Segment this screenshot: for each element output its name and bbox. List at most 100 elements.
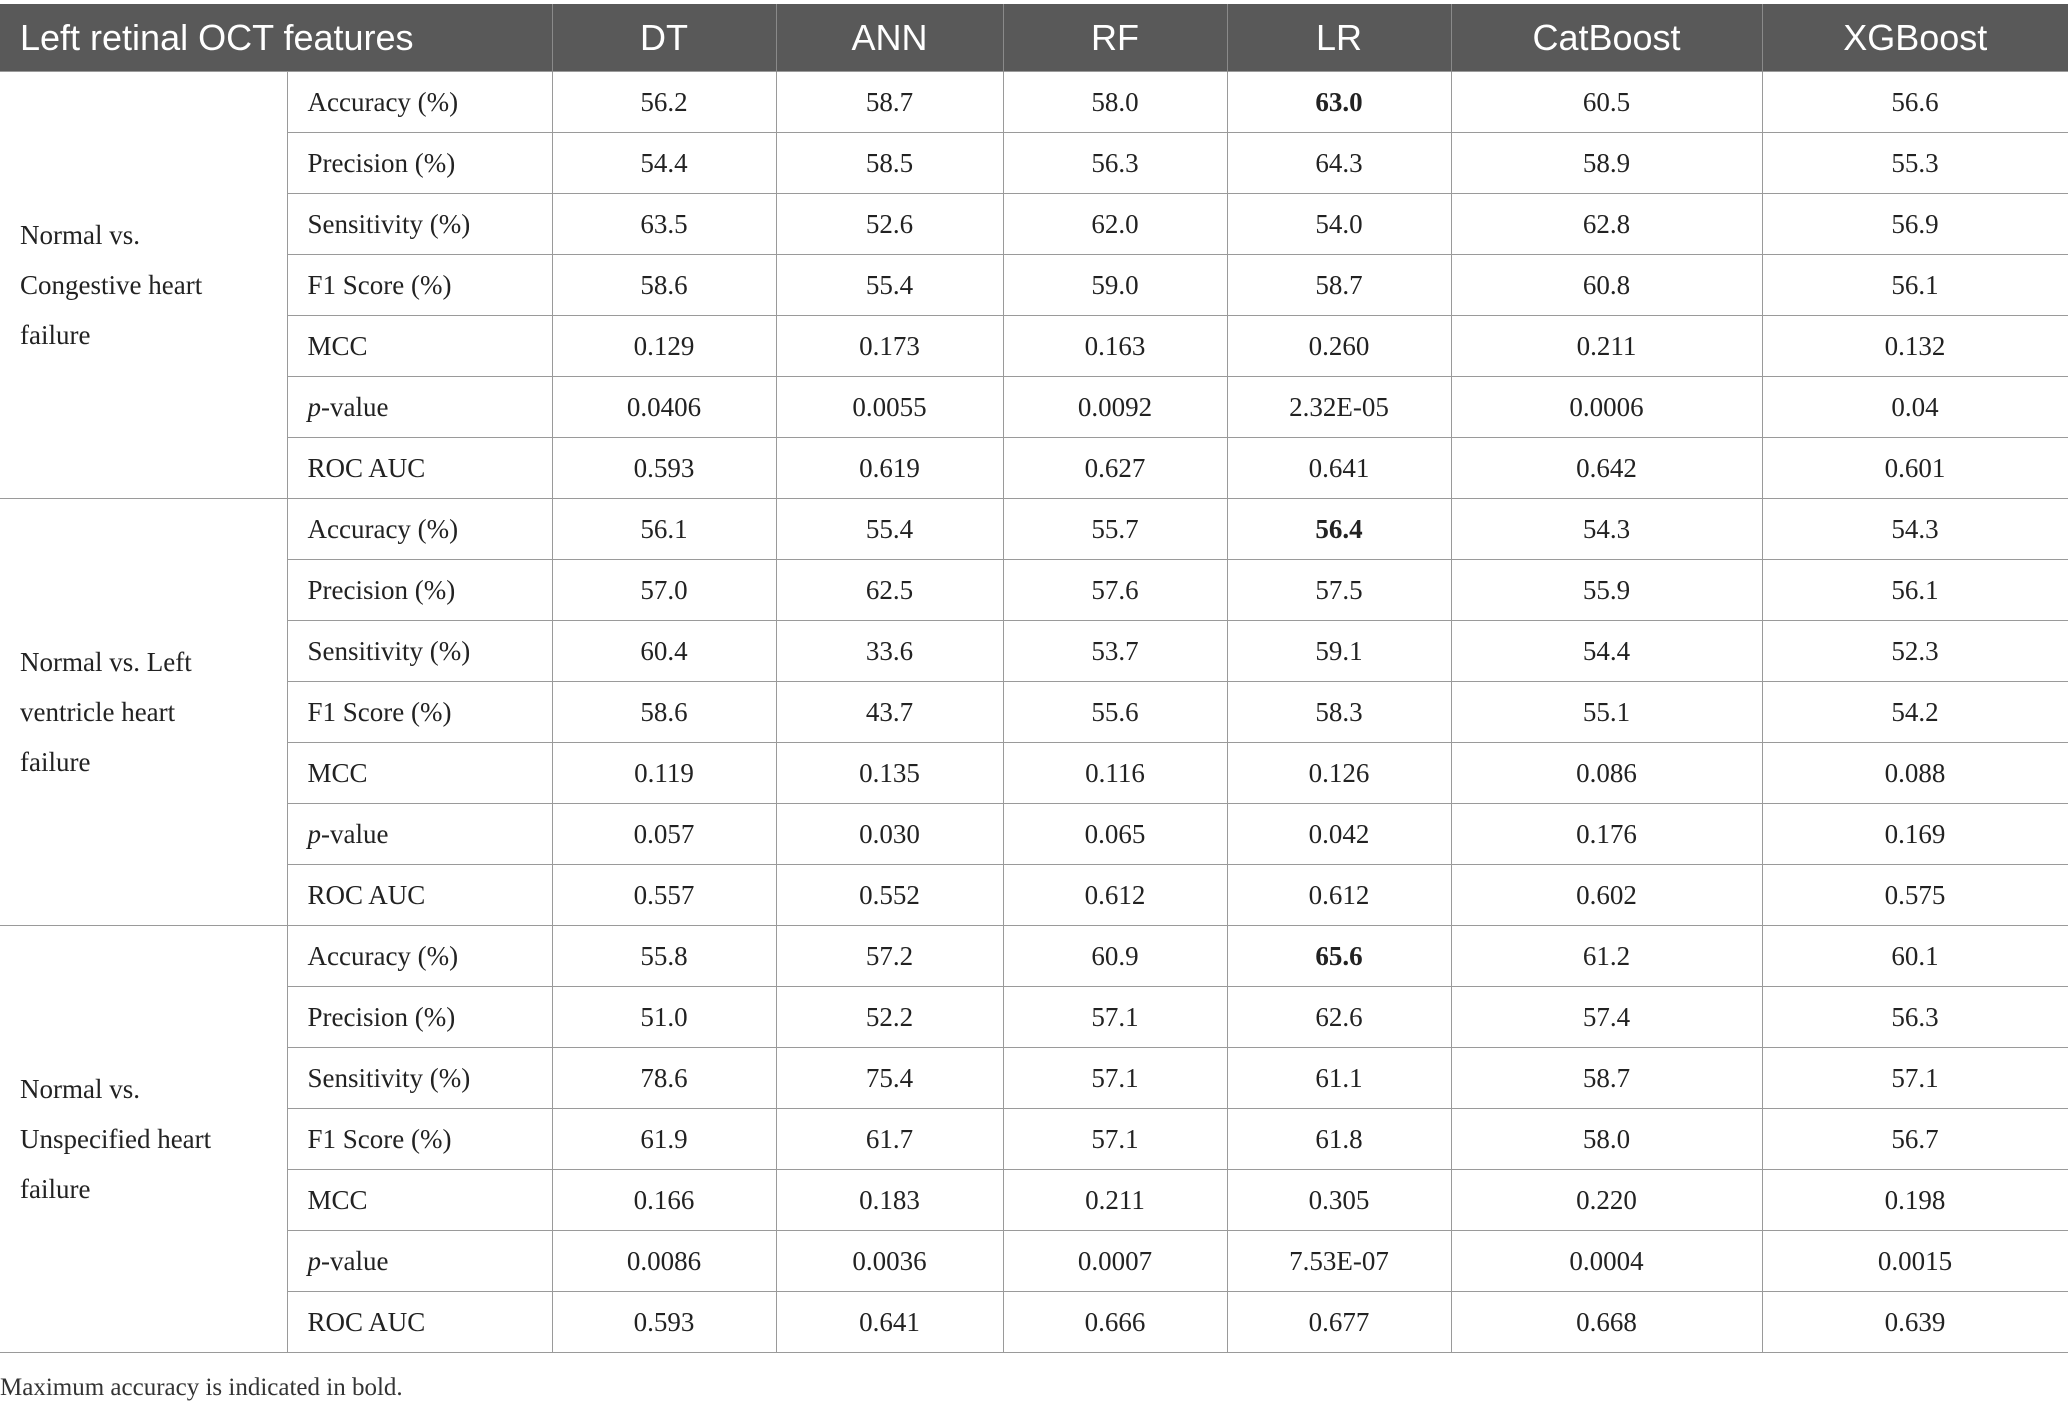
value-cell: 0.211 — [1450, 315, 1763, 377]
group-label-line: Normal vs. — [20, 1074, 140, 1104]
value-cell: 0.183 — [775, 1169, 1004, 1231]
value-cell: 57.1 — [1002, 1047, 1228, 1109]
table-row: MCC 0.166 0.183 0.211 0.305 0.220 0.198 — [0, 1169, 2068, 1231]
value-cell: 58.7 — [775, 71, 1004, 133]
value-cell: 0.132 — [1761, 315, 2068, 377]
value-cell: 0.057 — [551, 803, 777, 865]
metric-label-cell: Accuracy (%) — [286, 498, 553, 560]
table-row: p-value 0.0406 0.0055 0.0092 2.32E-05 0.0006 0… — [0, 376, 2068, 438]
value-cell: 52.3 — [1761, 620, 2068, 682]
value-cell: 55.7 — [1002, 498, 1228, 560]
value-cell: 59.1 — [1226, 620, 1452, 682]
metric-label: Precision (%) — [307, 1001, 456, 1032]
value-cell: 0.641 — [775, 1291, 1004, 1353]
value-cell: 58.0 — [1002, 71, 1228, 133]
value-cell: 65.6 — [1226, 925, 1452, 987]
value-cell: 61.7 — [775, 1108, 1004, 1170]
value-cell: 0.0055 — [775, 376, 1004, 438]
table-row: Precision (%) 54.4 58.5 56.3 64.3 58.9 55.3 — [0, 132, 2068, 194]
value-cell: 0.030 — [775, 803, 1004, 865]
value-cell: 60.4 — [551, 620, 777, 682]
metric-label: -value — [321, 391, 389, 422]
value-cell: 0.198 — [1761, 1169, 2068, 1231]
table-row: p-value 0.0086 0.0036 0.0007 7.53E-07 0.0004 0… — [0, 1230, 2068, 1292]
metric-label-cell: Precision (%) — [286, 986, 553, 1048]
value-cell: 57.2 — [775, 925, 1004, 987]
metric-label: Accuracy (%) — [307, 513, 459, 544]
value-cell: 55.4 — [775, 498, 1004, 560]
value-cell: 62.0 — [1002, 193, 1228, 255]
value-cell: 58.5 — [775, 132, 1004, 194]
header-cell-rf: RF — [1003, 4, 1228, 72]
value-cell: 56.4 — [1226, 498, 1452, 560]
value-cell: 0.166 — [551, 1169, 777, 1231]
value-cell: 2.32E-05 — [1226, 376, 1452, 438]
table-row: Normal vs. Congestive heart failure Accurac… — [0, 71, 2068, 499]
value-cell: 0.176 — [1450, 803, 1763, 865]
value-cell: 57.1 — [1002, 1108, 1228, 1170]
metric-label-cell: F1 Score (%) — [286, 1108, 553, 1170]
metric-label-cell: ROC AUC — [286, 1291, 553, 1353]
value-cell: 0.0004 — [1450, 1230, 1763, 1292]
value-cell: 0.116 — [1002, 742, 1228, 804]
value-cell: 61.2 — [1450, 925, 1763, 987]
metric-label-cell: Sensitivity (%) — [286, 1047, 553, 1109]
metric-label: Precision (%) — [307, 574, 456, 605]
value-cell: 0.666 — [1002, 1291, 1228, 1353]
metric-label-cell: MCC — [286, 742, 553, 804]
table-row: Sensitivity (%) 60.4 33.6 53.7 59.1 54.4 52.3 — [0, 620, 2068, 682]
table-row: Sensitivity (%) 63.5 52.6 62.0 54.0 62.8 56.9 — [0, 193, 2068, 255]
value-cell: 62.5 — [775, 559, 1004, 621]
metric-label-cell: ROC AUC — [286, 437, 553, 499]
value-cell: 0.04 — [1761, 376, 2068, 438]
value-cell: 63.0 — [1226, 71, 1452, 133]
header-cell-catboost: CatBoost — [1451, 4, 1763, 72]
value-cell: 62.8 — [1450, 193, 1763, 255]
table-row: MCC 0.119 0.135 0.116 0.126 0.086 0.088 — [0, 742, 2068, 804]
table-row: MCC 0.129 0.173 0.163 0.260 0.211 0.132 — [0, 315, 2068, 377]
value-cell: 0.169 — [1761, 803, 2068, 865]
table-body: Normal vs. Congestive heart failure Accurac… — [0, 71, 2068, 1353]
value-cell: 61.1 — [1226, 1047, 1452, 1109]
group-label-line: ventricle heart — [20, 697, 176, 727]
value-cell: 75.4 — [775, 1047, 1004, 1109]
value-cell: 61.9 — [551, 1108, 777, 1170]
value-cell: 0.065 — [1002, 803, 1228, 865]
value-cell: 58.9 — [1450, 132, 1763, 194]
value-cell: 0.086 — [1450, 742, 1763, 804]
group-label-cell: Normal vs. Unspecified heart failure — [0, 925, 288, 1353]
metric-label: ROC AUC — [307, 452, 426, 483]
metric-label: ROC AUC — [307, 1306, 426, 1337]
value-cell: 0.0092 — [1002, 376, 1228, 438]
value-cell: 0.220 — [1450, 1169, 1763, 1231]
value-cell: 0.612 — [1226, 864, 1452, 926]
value-cell: 63.5 — [551, 193, 777, 255]
metric-label: F1 Score (%) — [307, 1123, 452, 1154]
value-cell: 7.53E-07 — [1226, 1230, 1452, 1292]
value-cell: 54.3 — [1761, 498, 2068, 560]
value-cell: 56.6 — [1761, 71, 2068, 133]
group-label-line: Unspecified heart — [20, 1124, 212, 1154]
value-cell: 0.088 — [1761, 742, 2068, 804]
metric-label-cell: MCC — [286, 315, 553, 377]
group-label-cell: Normal vs. Left ventricle heart failure — [0, 498, 288, 926]
value-cell: 33.6 — [775, 620, 1004, 682]
value-cell: 0.0006 — [1450, 376, 1763, 438]
value-cell: 0.126 — [1226, 742, 1452, 804]
value-cell: 0.260 — [1226, 315, 1452, 377]
value-cell: 0.305 — [1226, 1169, 1452, 1231]
value-cell: 51.0 — [551, 986, 777, 1048]
group-label-cell: Normal vs. Congestive heart failure — [0, 71, 288, 499]
value-cell: 0.601 — [1761, 437, 2068, 499]
value-cell: 0.593 — [551, 437, 777, 499]
value-cell: 56.1 — [1761, 559, 2068, 621]
table-row: Precision (%) 57.0 62.5 57.6 57.5 55.9 56.1 — [0, 559, 2068, 621]
value-cell: 0.0406 — [551, 376, 777, 438]
value-cell: 0.129 — [551, 315, 777, 377]
metric-label-cell: p-value — [286, 1230, 553, 1292]
metric-label: Sensitivity (%) — [307, 635, 471, 666]
table-row: Normal vs. Unspecified heart failure Accura… — [0, 925, 2068, 1353]
value-cell: 0.557 — [551, 864, 777, 926]
value-cell: 55.8 — [551, 925, 777, 987]
value-cell: 56.1 — [1761, 254, 2068, 316]
